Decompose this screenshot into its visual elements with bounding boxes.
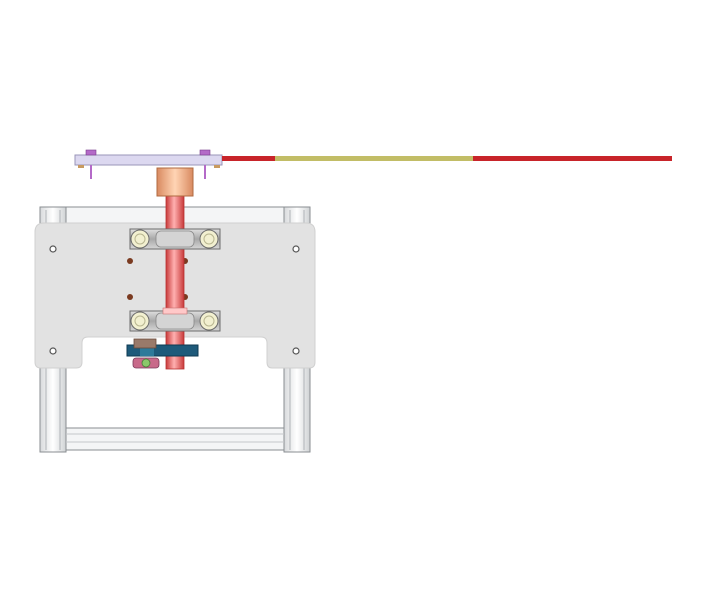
- bolt-left: [85, 149, 97, 179]
- bolt-right: [199, 149, 211, 179]
- boom-segment-red-left: [222, 156, 275, 161]
- screw-icon: [292, 245, 300, 253]
- bearing-bottom-right: [199, 311, 219, 331]
- bearing-top-left: [130, 229, 150, 249]
- lower-bearing-clamp: [129, 307, 221, 332]
- frame-bottom-rail: [65, 427, 285, 451]
- boom-arm: [222, 156, 672, 161]
- bearing-top-right: [199, 229, 219, 249]
- drive-assembly: [126, 338, 199, 369]
- motor-body: [133, 338, 157, 349]
- top-plate-assembly: [74, 149, 223, 179]
- screw-icon: [292, 347, 300, 355]
- screw-icon: [49, 245, 57, 253]
- hole-marker: [127, 258, 133, 264]
- mast-bushing: [156, 167, 194, 197]
- screw-icon: [49, 347, 57, 355]
- boom-segment-red-right: [473, 156, 672, 161]
- panel-screws: [49, 245, 300, 355]
- mast-shaft: [165, 194, 185, 370]
- hole-marker: [127, 294, 133, 300]
- top-plate: [74, 154, 223, 166]
- boom-segment-olive: [275, 156, 473, 161]
- bearing-bottom-left: [130, 311, 150, 331]
- upper-bearing-clamp: [129, 228, 221, 250]
- drive-bracket: [126, 344, 199, 357]
